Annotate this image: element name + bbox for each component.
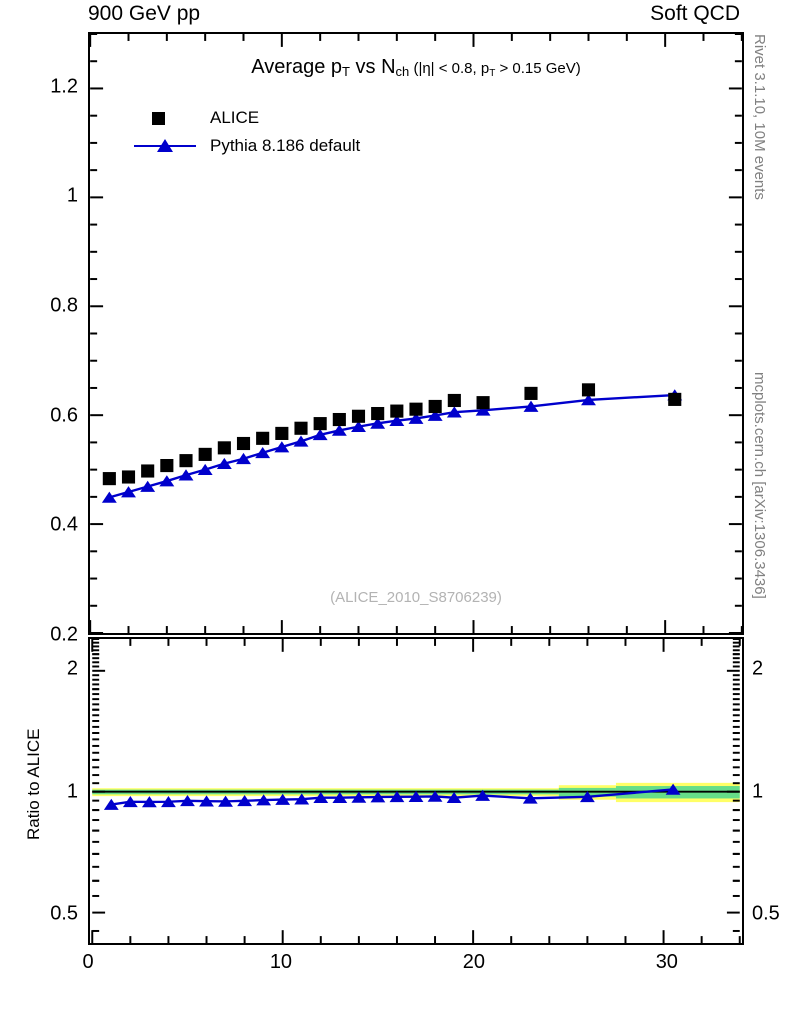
main-y-tick-label: 0.6 xyxy=(50,404,78,427)
legend-item-alice[interactable]: ALICE xyxy=(128,104,360,132)
legend-key-square xyxy=(128,108,200,128)
header-beam-label: 900 GeV pp xyxy=(88,2,201,25)
ratio-plot-canvas xyxy=(91,639,741,943)
ratio-y-tick-label-right: 2 xyxy=(752,657,764,680)
x-tick-label: 30 xyxy=(655,951,678,973)
ratio-plot-panel xyxy=(88,637,744,945)
title-part-a: Average p xyxy=(251,56,343,78)
title-cond-sub: T xyxy=(489,68,496,79)
legend: ALICE Pythia 8.186 default xyxy=(128,104,360,160)
x-tick-label: 0 xyxy=(82,951,94,973)
rivet-version-caption: Rivet 3.1.10, 10M events xyxy=(751,34,768,200)
title-cond-a: (|η| < 0.8, p xyxy=(409,60,490,77)
plot-title: Average pT vs Nch (|η| < 0.8, pT > 0.15 … xyxy=(88,56,744,79)
x-tick-label: 20 xyxy=(462,951,485,973)
title-part-b: vs N xyxy=(349,56,396,78)
main-y-tick-label: 0.4 xyxy=(50,513,78,536)
main-plot-canvas xyxy=(90,34,742,633)
ratio-y-tick-label-right: 0.5 xyxy=(752,902,780,925)
ratio-y-tick-label-right: 1 xyxy=(752,780,764,803)
title-sub-nch: ch xyxy=(395,64,410,79)
legend-key-line-triangle xyxy=(128,136,200,156)
mcplots-reference-caption: mcplots.cern.ch [arXiv:1306.3436] xyxy=(751,372,768,599)
header-process-label: Soft QCD xyxy=(650,2,740,25)
main-plot-panel xyxy=(88,32,744,635)
ratio-axis-title: Ratio to ALICE xyxy=(24,728,43,840)
legend-label-alice: ALICE xyxy=(210,108,260,127)
title-sub-pt: T xyxy=(342,64,350,79)
main-y-tick-label: 0.8 xyxy=(50,294,78,317)
ratio-y-tick-label-left: 0.5 xyxy=(50,902,78,925)
legend-label-pythia: Pythia 8.186 default xyxy=(210,136,361,155)
main-y-tick-label: 1.2 xyxy=(50,75,78,98)
ratio-y-tick-label-left: 2 xyxy=(66,657,78,680)
main-y-tick-label: 1 xyxy=(66,184,78,207)
x-tick-label: 10 xyxy=(269,951,293,973)
analysis-id-watermark: (ALICE_2010_S8706239) xyxy=(330,589,502,606)
legend-item-pythia[interactable]: Pythia 8.186 default xyxy=(128,132,360,160)
main-y-tick-label: 0.2 xyxy=(50,623,78,646)
title-cond-b: > 0.15 GeV) xyxy=(495,60,581,77)
